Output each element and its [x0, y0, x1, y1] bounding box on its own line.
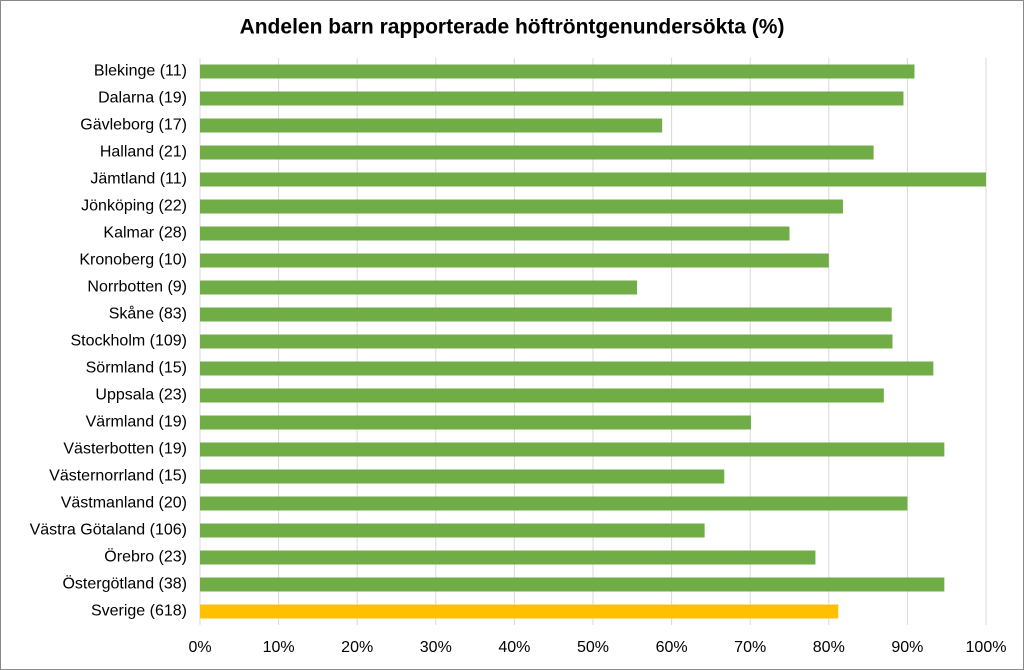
bar	[200, 577, 945, 592]
y-tick-label: Stockholm (109)	[71, 333, 188, 350]
bar	[200, 523, 705, 538]
y-tick-label: Värmland (19)	[86, 414, 187, 431]
bar	[200, 604, 839, 619]
bar	[200, 469, 725, 484]
y-tick-label: Sverige (618)	[91, 603, 187, 620]
bar	[200, 415, 751, 430]
x-tick-label: 40%	[498, 639, 530, 656]
x-tick-label: 80%	[813, 639, 845, 656]
x-tick-label: 90%	[891, 639, 923, 656]
bar	[200, 361, 934, 376]
x-tick-label: 20%	[341, 639, 373, 656]
x-tick-label: 70%	[734, 639, 766, 656]
chart-title: Andelen barn rapporterade höftröntgenund…	[240, 16, 785, 39]
y-tick-label: Västerbotten (19)	[63, 441, 187, 458]
bar	[200, 226, 790, 241]
y-tick-label: Uppsala (23)	[95, 387, 187, 404]
x-tick-label: 100%	[966, 639, 1007, 656]
y-tick-label: Jönköping (22)	[81, 198, 187, 215]
bar	[200, 442, 945, 457]
bar	[200, 388, 884, 403]
y-tick-label: Östergötland (38)	[62, 575, 187, 593]
y-tick-label: Västernorrland (15)	[49, 468, 187, 485]
y-tick-label: Dalarna (19)	[98, 90, 187, 107]
bar	[200, 64, 915, 79]
y-tick-label: Kronoberg (10)	[79, 252, 187, 269]
bar	[200, 118, 663, 133]
y-tick-label: Blekinge (11)	[94, 63, 187, 80]
x-tick-label: 10%	[263, 639, 295, 656]
x-tick-label: 30%	[420, 639, 452, 656]
bar	[200, 550, 816, 565]
bar	[200, 145, 874, 160]
bar	[200, 91, 904, 106]
y-tick-label: Halland (21)	[100, 144, 187, 161]
y-tick-label: Skåne (83)	[109, 305, 187, 323]
y-tick-label: Kalmar (28)	[103, 225, 187, 242]
bar	[200, 253, 829, 268]
bar	[200, 172, 986, 187]
x-tick-label: 50%	[577, 639, 609, 656]
y-tick-label: Norrbotten (9)	[87, 279, 187, 296]
x-tick-label: 60%	[656, 639, 688, 656]
y-tick-label: Västra Götaland (106)	[30, 522, 187, 539]
y-tick-label: Västmanland (20)	[61, 495, 187, 512]
y-tick-label: Gävleborg (17)	[80, 117, 187, 134]
bar	[200, 199, 843, 214]
x-tick-label: 0%	[188, 639, 211, 656]
y-tick-label: Örebro (23)	[104, 548, 187, 566]
bar	[200, 334, 893, 349]
bar	[200, 496, 908, 511]
bar	[200, 280, 638, 295]
bar	[200, 307, 892, 322]
y-tick-label: Jämtland (11)	[90, 171, 187, 188]
y-tick-label: Sörmland (15)	[86, 360, 187, 377]
